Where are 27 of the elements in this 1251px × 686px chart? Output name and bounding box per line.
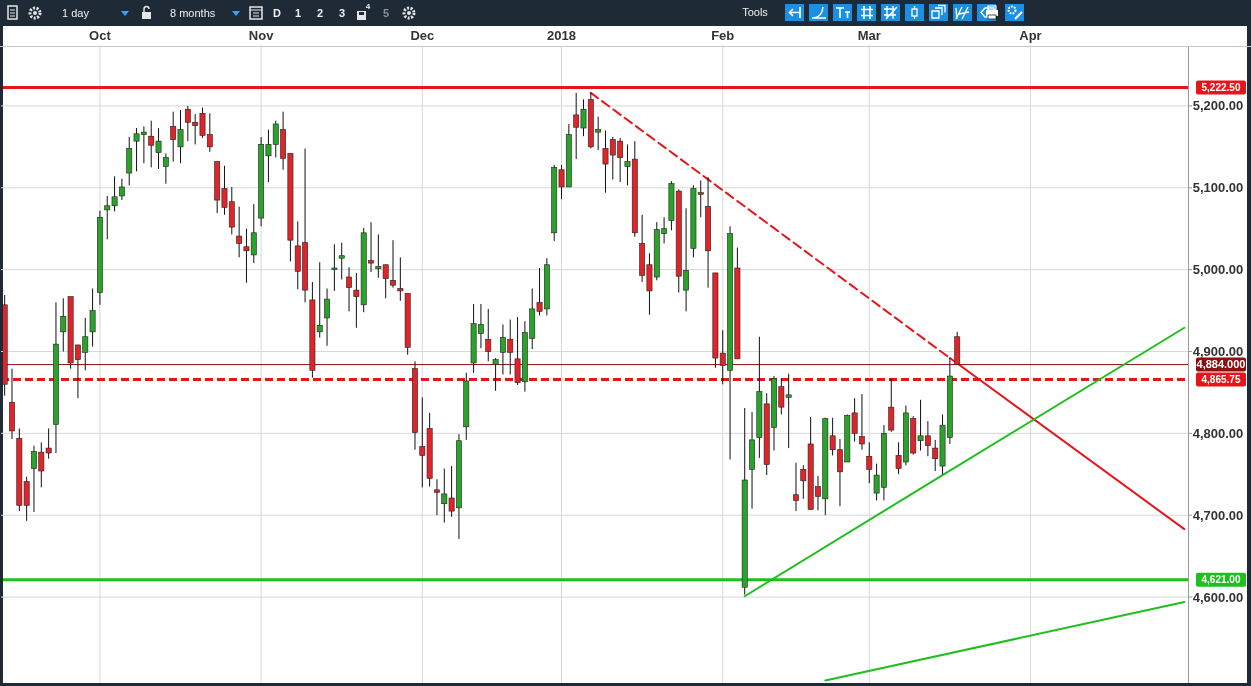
text: 8 months: [170, 7, 216, 19]
y-tick-label: 4,800.00: [1192, 425, 1244, 441]
y-tick-label: 5,100.00: [1192, 180, 1244, 196]
ref-line-label: 5,222.50: [1201, 82, 1241, 94]
ref-line-label: 4,865.75: [1201, 374, 1241, 386]
text: 1: [294, 7, 302, 19]
text: 2: [316, 7, 324, 19]
x-tick-label: Dec: [410, 28, 435, 43]
text: 1 day: [62, 7, 90, 19]
y-tick-label: 5,200.00: [1192, 98, 1244, 114]
text: Tools: [742, 6, 769, 18]
x-tick-label: Nov: [248, 28, 275, 43]
ref-line-label: 4,884.000: [1196, 358, 1246, 371]
x-tick-label: Oct: [89, 28, 112, 43]
text: 3: [338, 7, 346, 19]
text: 4: [365, 2, 371, 11]
text: 5: [382, 7, 390, 19]
x-tick-label: 2018: [547, 28, 576, 43]
x-tick-label: Apr: [1019, 28, 1042, 43]
y-tick-label: 5,000.00: [1192, 262, 1244, 278]
x-tick-label: Feb: [711, 28, 735, 43]
x-tick-label: Mar: [857, 28, 881, 43]
y-tick-label: 4,600.00: [1192, 589, 1244, 605]
ref-line-label: 4,621.00: [1201, 574, 1241, 586]
text: D: [273, 7, 282, 19]
y-tick-label: 4,700.00: [1192, 507, 1244, 523]
y-tick-label: 4,900.00: [1192, 343, 1244, 359]
